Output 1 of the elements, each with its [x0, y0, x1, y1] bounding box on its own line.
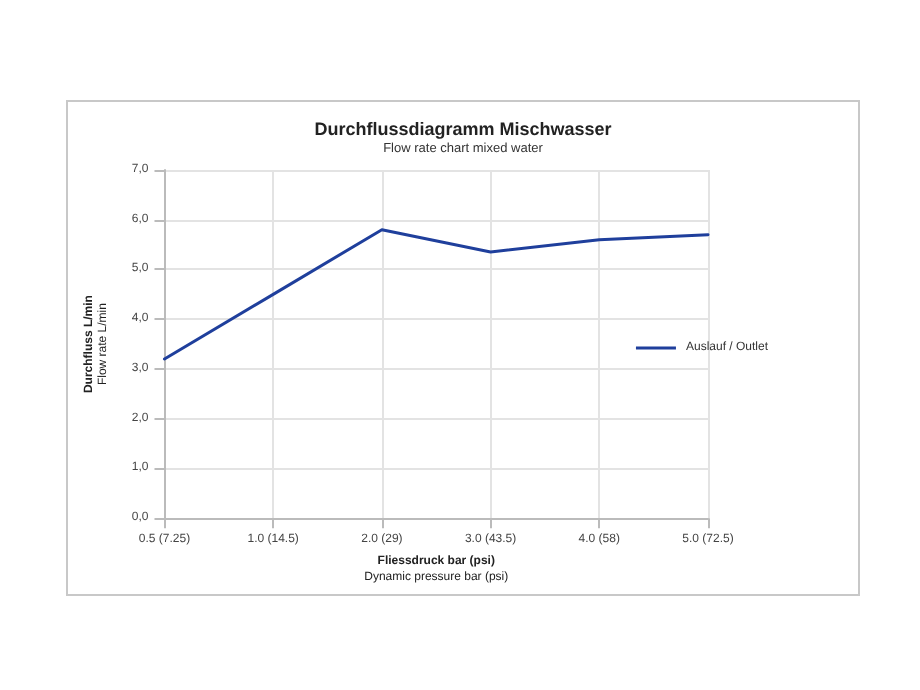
- chart-title: Durchflussdiagramm Mischwasser: [314, 119, 613, 139]
